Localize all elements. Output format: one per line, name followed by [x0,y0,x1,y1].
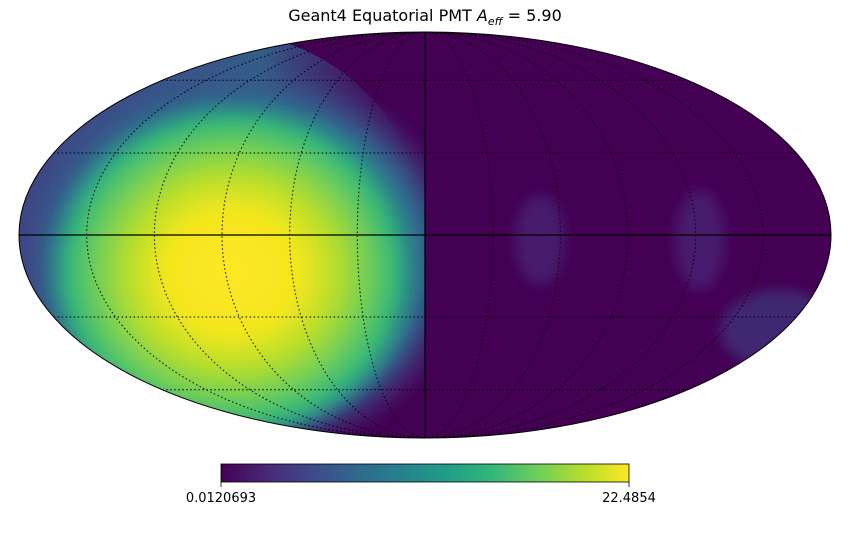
meridian-line [356,32,426,438]
east-feature-right [675,190,725,290]
colorbar-max-label: 22.4854 [602,491,656,506]
chart-title: Geant4 Equatorial PMT Aeff = 5.90 [288,6,562,28]
title-suffix: = 5.90 [503,6,562,25]
sky-map [19,32,831,438]
meridian-line [424,32,764,438]
title-subscript: eff [488,15,504,28]
colorbar-min-label: 0.0120693 [186,491,256,506]
map-border [18,31,832,439]
meridian-line [424,32,697,438]
east-southeast-glow [720,290,831,370]
title-text: Geant4 Equatorial PMT [288,6,477,25]
meridian-line [86,32,426,438]
meridian-line [424,32,494,438]
hotspot [42,97,422,438]
colorbar: 0.0120693 22.4854 [186,463,656,506]
east-feature-left [515,195,565,285]
meridian-line [153,32,426,438]
graticule [19,32,831,438]
colorbar-gradient [220,463,630,483]
title-symbol: A [476,6,488,25]
